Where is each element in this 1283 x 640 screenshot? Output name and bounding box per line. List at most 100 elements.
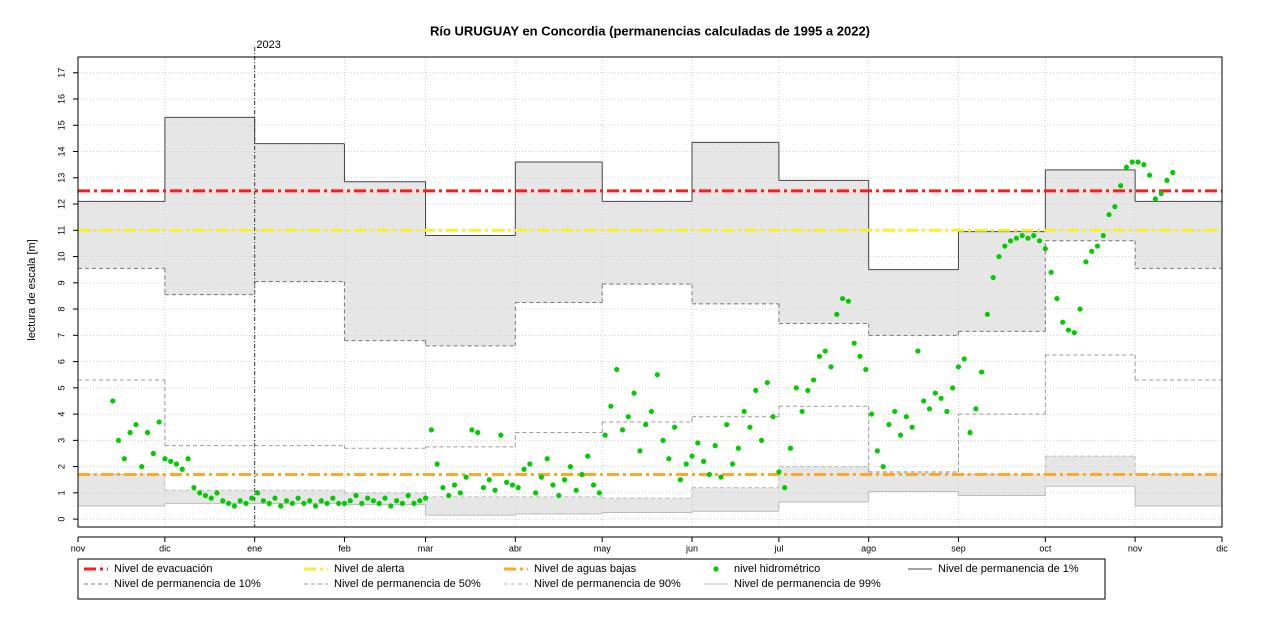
legend-label: Nivel de permanencia de 50%: [334, 578, 481, 590]
level-point: [376, 500, 382, 506]
permanence-band: [958, 231, 1046, 332]
level-point: [521, 466, 527, 472]
level-point: [961, 356, 967, 362]
y-tick-label: 13: [56, 173, 66, 183]
level-point: [579, 471, 585, 478]
level-point: [509, 482, 516, 488]
y-tick-label: 17: [56, 68, 66, 78]
level-point: [590, 482, 597, 488]
level-point: [127, 429, 133, 436]
permanence-band: [254, 143, 345, 282]
x-tick-label: jul: [773, 543, 783, 553]
level-point: [1129, 159, 1135, 165]
permanence-band: [78, 201, 165, 269]
level-point: [932, 390, 938, 396]
level-point: [266, 500, 272, 506]
level-point: [984, 311, 991, 317]
level-point: [469, 427, 475, 433]
permanence-band: [602, 201, 692, 285]
level-point: [614, 366, 620, 373]
level-point: [955, 364, 962, 370]
level-point: [770, 414, 776, 420]
y-tick-label: 6: [56, 359, 66, 364]
level-point: [868, 411, 875, 417]
level-point: [1007, 238, 1014, 244]
level-point: [909, 424, 915, 430]
level-point: [550, 482, 556, 488]
y-tick-label: 0: [56, 517, 66, 522]
y-tick-label: 4: [56, 412, 66, 417]
level-point: [845, 298, 851, 304]
level-point: [156, 419, 162, 425]
x-tick-label: nov: [1128, 543, 1143, 553]
level-point: [596, 490, 602, 496]
level-point: [527, 461, 533, 467]
level-point: [585, 453, 591, 459]
level-point: [254, 490, 261, 496]
level-point: [729, 461, 736, 467]
level-point: [312, 503, 319, 509]
level-point: [428, 427, 434, 433]
level-point: [1152, 196, 1158, 202]
permanence-band: [425, 235, 516, 346]
chart-title: Río URUGUAY en Concordia (permanencias c…: [430, 23, 870, 38]
legend-label: Nivel de evacuación: [114, 563, 212, 575]
permanence-band: [691, 487, 779, 512]
level-point: [179, 466, 185, 472]
level-point: [950, 385, 956, 391]
legend-label: Nivel de aguas bajas: [534, 563, 637, 575]
level-point: [648, 408, 655, 415]
level-point: [399, 500, 405, 506]
level-point: [712, 443, 718, 449]
level-point: [996, 253, 1002, 260]
legend-label: Nivel de permanencia de 99%: [734, 578, 881, 590]
level-point: [689, 453, 695, 459]
level-point: [672, 424, 678, 430]
permanence-band: [602, 498, 692, 513]
x-tick-label: dic: [159, 543, 171, 553]
level-point: [446, 492, 452, 499]
level-point: [359, 500, 365, 506]
level-point: [440, 485, 446, 491]
level-point: [307, 498, 313, 504]
year-label: 2023: [256, 39, 280, 51]
level-point: [353, 492, 359, 499]
level-point: [365, 495, 371, 501]
level-point: [915, 348, 921, 354]
level-point: [805, 387, 811, 394]
level-point: [1135, 159, 1141, 165]
level-point: [249, 495, 255, 501]
level-point: [735, 445, 741, 451]
level-point: [237, 498, 243, 504]
level-point: [921, 398, 927, 404]
legend-box: [77, 558, 1106, 600]
level-point: [666, 456, 672, 462]
level-point: [144, 429, 151, 436]
level-point: [457, 490, 463, 496]
level-point: [643, 421, 649, 428]
level-point: [382, 495, 388, 501]
level-point: [967, 429, 973, 436]
y-tick-label: 2: [56, 464, 66, 469]
level-point: [758, 437, 765, 443]
level-point: [1054, 295, 1060, 302]
legend-symbol: [713, 566, 719, 572]
level-point: [1065, 327, 1072, 333]
level-point: [874, 448, 880, 454]
level-point: [811, 377, 817, 383]
level-point: [834, 311, 840, 317]
level-point: [608, 403, 614, 409]
level-point: [231, 503, 237, 509]
level-point: [851, 340, 857, 346]
level-point: [724, 421, 730, 428]
permanence-band: [515, 496, 603, 514]
permanence-band: [1135, 201, 1222, 269]
level-point: [451, 482, 458, 488]
level-point: [764, 379, 770, 386]
level-point: [561, 477, 568, 483]
y-tick-label: 14: [56, 147, 66, 157]
level-point: [226, 500, 232, 506]
level-point: [886, 421, 892, 428]
level-point: [1019, 232, 1025, 239]
level-point: [631, 390, 637, 396]
